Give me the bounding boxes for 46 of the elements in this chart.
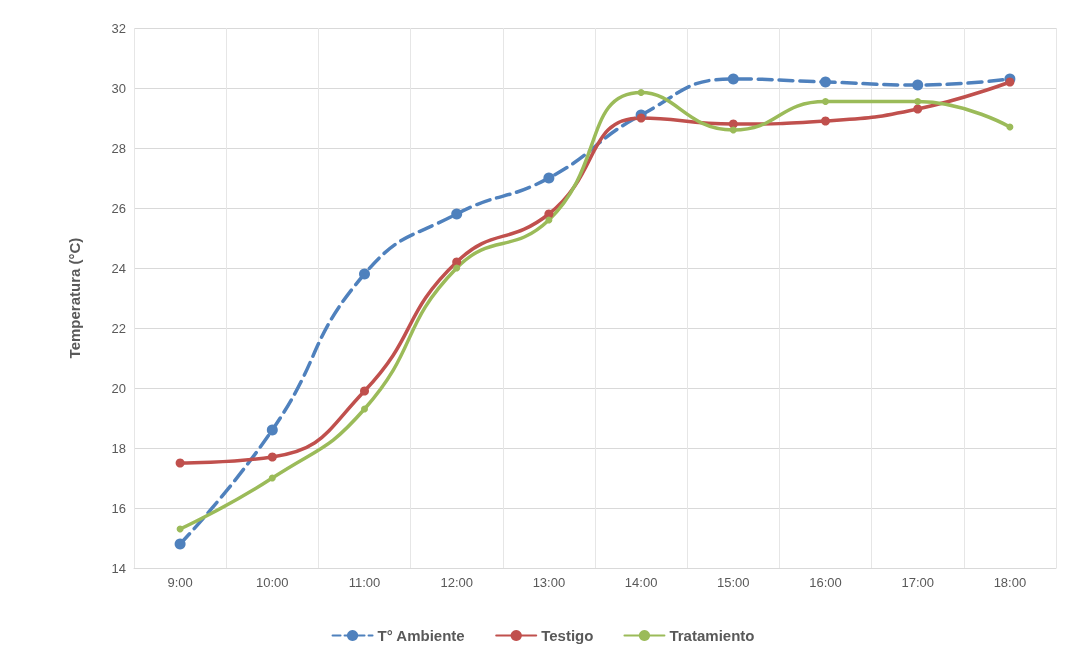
- y-tick-label: 26: [111, 200, 126, 216]
- point: [637, 89, 645, 96]
- x-tick-label: 12:00: [440, 575, 473, 590]
- y-axis-title: Temperatura (°C): [66, 237, 83, 359]
- point: [912, 79, 924, 91]
- y-tick-label: 16: [111, 500, 126, 516]
- point: [1005, 77, 1015, 87]
- y-tick-label: 22: [111, 320, 126, 336]
- point: [266, 424, 278, 436]
- point: [268, 474, 276, 482]
- point: [636, 113, 646, 123]
- y-tick-label: 30: [111, 80, 126, 96]
- x-tick-label: 9:00: [167, 575, 193, 590]
- x-tick-label: 15:00: [717, 575, 750, 590]
- y-tick-label: 24: [111, 260, 126, 276]
- point: [267, 452, 277, 462]
- point: [727, 73, 739, 85]
- y-tick-label: 28: [111, 140, 126, 156]
- point: [729, 126, 737, 134]
- legend-label: Tratamiento: [669, 627, 755, 644]
- point: [821, 116, 830, 126]
- point: [175, 458, 185, 468]
- point: [360, 386, 369, 396]
- x-tick-label: 13:00: [532, 575, 566, 590]
- y-tick-label: 18: [111, 440, 126, 456]
- x-tick-label: 18:00: [993, 575, 1027, 590]
- x-tick-label: 16:00: [809, 575, 842, 590]
- point: [174, 538, 186, 550]
- point: [820, 76, 831, 88]
- point: [359, 268, 370, 280]
- point: [822, 98, 829, 105]
- x-tick-label: 14:00: [624, 575, 658, 590]
- y-tick-label: 14: [111, 560, 126, 576]
- legend-label: T° Ambiente: [377, 627, 465, 644]
- y-tick-label: 20: [111, 380, 126, 396]
- y-tick-label: 32: [111, 20, 126, 36]
- point: [453, 264, 461, 272]
- x-tick-label: 17:00: [901, 575, 934, 590]
- point: [914, 98, 922, 105]
- legend-label: Testigo: [541, 627, 594, 644]
- x-tick-label: 10:00: [256, 575, 289, 590]
- point: [913, 104, 923, 114]
- point: [451, 208, 463, 220]
- x-tick-label: 11:00: [348, 575, 381, 590]
- point: [361, 405, 368, 413]
- point: [543, 172, 555, 184]
